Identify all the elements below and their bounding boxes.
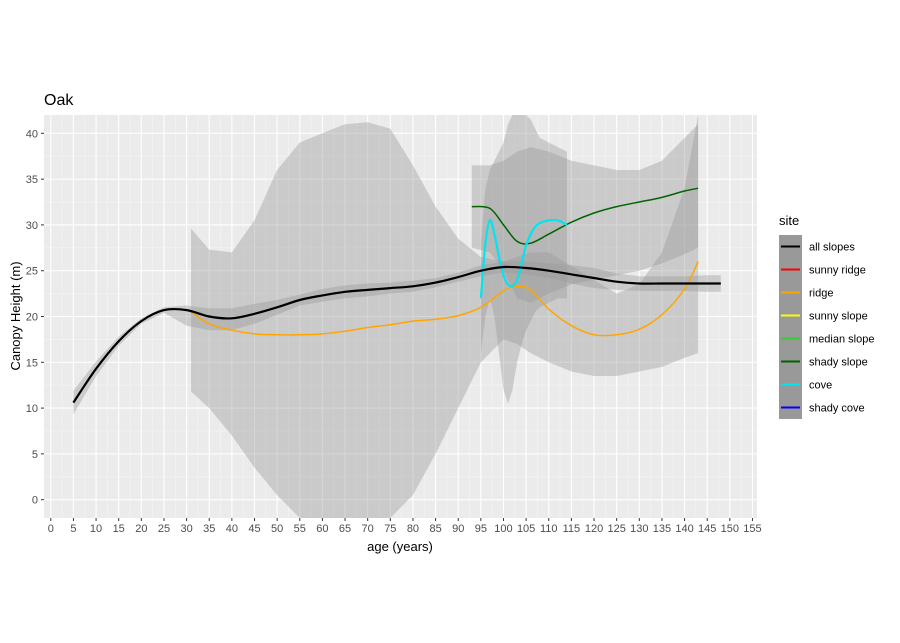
legend-label-sunny-slope: sunny slope: [809, 311, 868, 323]
x-tick-label: 105: [517, 523, 535, 535]
y-tick-label: 10: [26, 403, 38, 415]
y-tick-label: 20: [26, 312, 38, 324]
x-tick-label: 135: [653, 523, 671, 535]
y-axis-title: Canopy Height (m): [8, 261, 23, 370]
x-tick-label: 145: [698, 523, 716, 535]
x-tick-label: 45: [248, 523, 260, 535]
y-tick-label: 5: [32, 449, 38, 461]
y-axis-ticks: 0 5 10 15 20 25 30 35 40: [26, 128, 44, 506]
x-tick-label: 155: [743, 523, 761, 535]
x-axis-title: age (years): [367, 539, 433, 554]
legend: site all slopes sunny ridge ridge sunny slo…: [779, 213, 874, 419]
legend-label-all-slopes: all slopes: [809, 242, 855, 254]
x-tick-label: 85: [429, 523, 441, 535]
legend-title: site: [779, 213, 799, 228]
x-tick-label: 130: [630, 523, 648, 535]
legend-label-sunny-ridge: sunny ridge: [809, 265, 866, 277]
y-tick-label: 0: [32, 495, 38, 507]
y-tick-label: 30: [26, 220, 38, 232]
y-tick-label: 40: [26, 128, 38, 140]
legend-label-ridge: ridge: [809, 288, 833, 300]
y-tick-label: 35: [26, 174, 38, 186]
y-tick-label: 15: [26, 357, 38, 369]
chart-title: Oak: [44, 92, 74, 109]
x-tick-label: 115: [563, 523, 581, 535]
x-tick-label: 0: [48, 523, 54, 535]
x-axis-ticks: 0 5 10 15 20 25 30 35 40 45 50 55 60 65 70 75 80 85 90 95 10…: [48, 518, 762, 535]
y-tick-label: 25: [26, 266, 38, 278]
x-tick-label: 20: [135, 523, 147, 535]
x-tick-label: 50: [271, 523, 283, 535]
x-tick-label: 60: [316, 523, 328, 535]
legend-label-cove: cove: [809, 380, 832, 392]
x-tick-label: 95: [475, 523, 487, 535]
x-tick-label: 10: [90, 523, 102, 535]
x-tick-label: 55: [294, 523, 306, 535]
x-tick-label: 35: [203, 523, 215, 535]
x-tick-label: 140: [675, 523, 693, 535]
x-tick-label: 125: [607, 523, 625, 535]
x-tick-label: 110: [540, 523, 558, 535]
x-tick-label: 25: [158, 523, 170, 535]
x-tick-label: 15: [113, 523, 125, 535]
x-tick-label: 120: [585, 523, 603, 535]
x-tick-label: 150: [721, 523, 739, 535]
legend-label-median-slope: median slope: [809, 334, 874, 346]
x-tick-label: 5: [70, 523, 76, 535]
legend-label-shady-cove: shady cove: [809, 403, 865, 415]
x-tick-label: 70: [362, 523, 374, 535]
x-tick-label: 80: [407, 523, 419, 535]
x-tick-label: 30: [180, 523, 192, 535]
x-tick-label: 100: [494, 523, 512, 535]
legend-label-shady-slope: shady slope: [809, 357, 868, 369]
x-tick-label: 90: [452, 523, 464, 535]
x-tick-label: 40: [226, 523, 238, 535]
x-tick-label: 65: [339, 523, 351, 535]
x-tick-label: 75: [384, 523, 396, 535]
